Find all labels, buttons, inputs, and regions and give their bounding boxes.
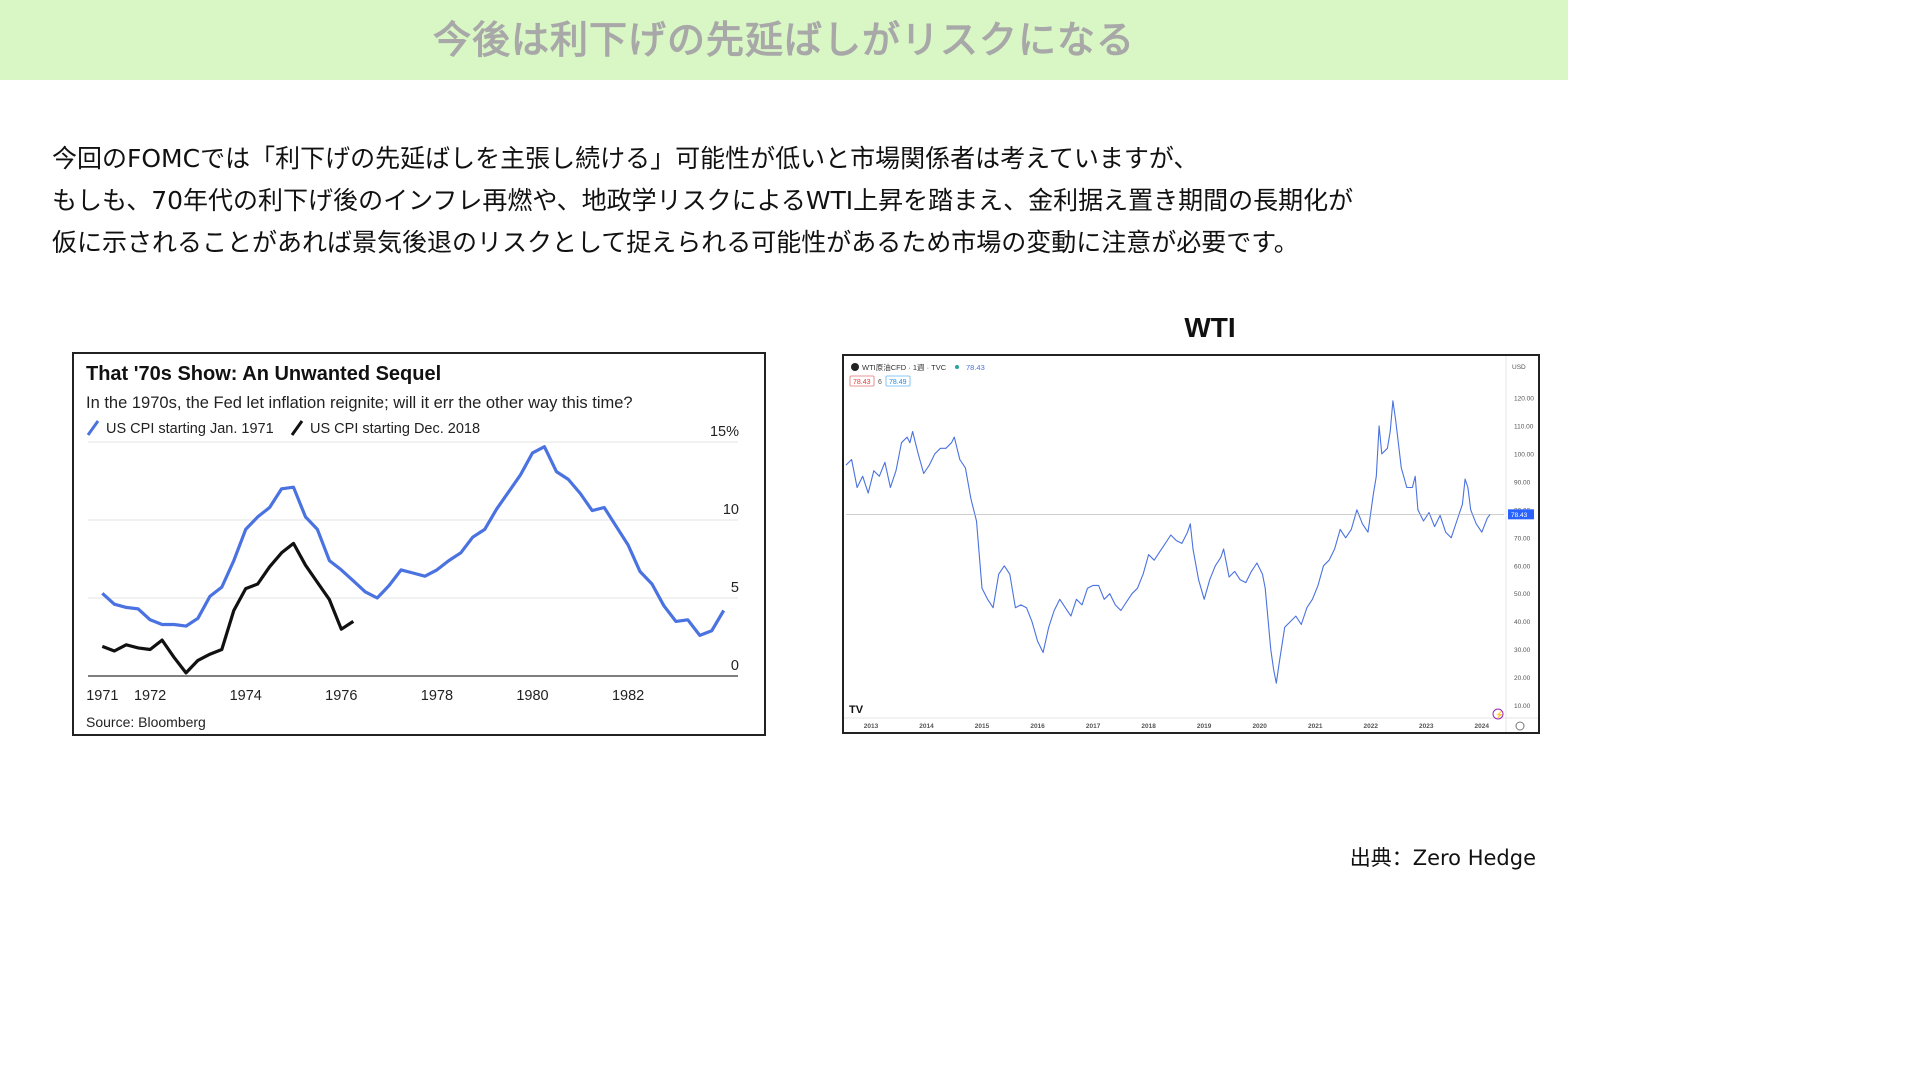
wti-time-tick-label: 2018 [1141, 723, 1156, 730]
cpi-chart-title: That '70s Show: An Unwanted Sequel [86, 363, 441, 385]
cpi-y-tick-label: 15% [710, 424, 739, 440]
cpi-1971-line [101, 445, 726, 637]
legend-label-cpi-1971: US CPI starting Jan. 1971 [106, 421, 274, 437]
cpi-x-tick-label: 1971 [86, 688, 118, 704]
wti-price-tick-label: 60.00 [1514, 563, 1531, 570]
wti-price-tick-label: 30.00 [1514, 647, 1531, 654]
cpi-source: Source: Bloomberg [86, 714, 206, 730]
wti-symbol-label: WTI原油CFD · 1週 · TVC [862, 362, 947, 372]
wti-time-tick-label: 2024 [1475, 723, 1490, 730]
cpi-x-axis: 1971 1972 1974 1976 1978 1980 1982 [86, 688, 644, 704]
source-credit: 出典：Zero Hedge [1349, 846, 1536, 870]
bid-price: 78.43 [853, 379, 871, 386]
settings-gear-icon[interactable] [1515, 721, 1525, 731]
wti-last-price-marker: 78.43 [846, 509, 1534, 520]
wti-symbol-icon [851, 363, 859, 371]
header-bar: 今後は利下げの先延ばしがリスクになる [0, 0, 1568, 80]
currency-label: USD [1512, 364, 1526, 371]
wti-last-price-tag-label: 78.43 [1511, 512, 1528, 519]
lightning-glyph-icon: ⚡ [1495, 710, 1504, 719]
wti-time-axis: 2013 2014 2015 2016 2017 2018 2019 2020 2021 2022… [864, 723, 1490, 730]
body-line-3: 仮に示されることがあれば景気後退のリスクとして捉えられる可能性があるため市場の変… [52, 228, 1299, 257]
wti-price-tick-label: 40.00 [1514, 619, 1531, 626]
wti-price-tick-label: 100.00 [1514, 451, 1534, 458]
cpi-chart: That '70s Show: An Unwanted Sequel In th… [86, 363, 739, 730]
legend-swatch-cpi-1971 [86, 420, 100, 436]
wti-heading: WTI [1184, 312, 1236, 343]
cpi-x-tick-label: 1982 [612, 688, 644, 704]
cpi-y-axis: 0 5 10 15% [710, 424, 739, 674]
cpi-series [101, 445, 726, 675]
spread-value: 6 [878, 379, 882, 386]
market-status-dot [955, 365, 959, 369]
cpi-x-tick-label: 1980 [516, 688, 548, 704]
wti-price-axis: 120.00110.00100.0090.0080.0070.0060.0050… [1514, 395, 1534, 710]
ask-price: 78.49 [889, 379, 907, 386]
wti-price-line [845, 400, 1491, 684]
wti-price-tick-label: 120.00 [1514, 395, 1534, 402]
wti-price-tick-label: 110.00 [1514, 423, 1534, 430]
wti-time-tick-label: 2021 [1308, 723, 1323, 730]
tradingview-logo-icon: TV [849, 704, 864, 716]
wti-price-tick-label: 50.00 [1514, 591, 1531, 598]
cpi-y-tick-label: 0 [731, 658, 739, 674]
page-title: 今後は利下げの先延ばしがリスクになる [432, 18, 1135, 62]
wti-time-tick-label: 2019 [1197, 723, 1212, 730]
wti-time-tick-label: 2015 [975, 723, 990, 730]
wti-last-price-tag [1508, 509, 1534, 520]
legend-label-cpi-2018: US CPI starting Dec. 2018 [310, 421, 480, 437]
cpi-y-tick-label: 5 [731, 580, 739, 596]
cpi-x-tick-label: 1978 [421, 688, 453, 704]
cpi-x-tick-label: 1976 [325, 688, 357, 704]
cpi-y-tick-label: 10 [723, 502, 739, 518]
cpi-chart-panel: That '70s Show: An Unwanted Sequel In th… [72, 352, 766, 736]
lightning-icon[interactable] [1492, 708, 1504, 720]
body-text: 今回のFOMCでは「利下げの先延ばしを主張し続ける」可能性が低いと市場関係者は考… [52, 138, 1552, 264]
body-line-2: もしも、70年代の利下げ後のインフレ再燃や、地政学リスクによるWTI上昇を踏まえ… [52, 186, 1354, 215]
wti-time-tick-label: 2014 [919, 723, 934, 730]
wti-time-tick-label: 2016 [1030, 723, 1045, 730]
cpi-x-tick-label: 1974 [230, 688, 262, 704]
wti-time-tick-label: 2017 [1086, 723, 1101, 730]
body-line-1: 今回のFOMCでは「利下げの先延ばしを主張し続ける」可能性が低いと市場関係者は考… [52, 144, 1199, 173]
wti-price-tick-label: 70.00 [1514, 535, 1531, 542]
wti-series [845, 400, 1491, 684]
wti-time-tick-label: 2022 [1363, 723, 1378, 730]
wti-last-price: 78.43 [966, 363, 985, 372]
wti-chart-panel: WTI原油CFD · 1週 · TVC 78.43 78.43 6 78.49 … [842, 354, 1540, 734]
wti-price-tick-label: 10.00 [1514, 703, 1531, 710]
cpi-x-tick-label: 1972 [134, 688, 166, 704]
wti-price-tick-label: 90.00 [1514, 479, 1531, 486]
cpi-2018-line [101, 541, 355, 675]
bid-box[interactable] [849, 375, 875, 387]
wti-chart-header: WTI原油CFD · 1週 · TVC 78.43 78.43 6 78.49 [849, 362, 985, 387]
ask-box[interactable] [885, 375, 911, 387]
wti-time-tick-label: 2023 [1419, 723, 1434, 730]
cpi-chart-subtitle: In the 1970s, the Fed let inflation reig… [86, 394, 633, 412]
cpi-gridlines [88, 441, 738, 677]
wti-time-tick-label: 2013 [864, 723, 879, 730]
wti-chart: WTI原油CFD · 1週 · TVC 78.43 78.43 6 78.49 … [844, 356, 1538, 732]
wti-price-tick-label: 20.00 [1514, 675, 1531, 682]
legend-swatch-cpi-2018 [290, 420, 304, 436]
wti-time-tick-label: 2020 [1252, 723, 1267, 730]
